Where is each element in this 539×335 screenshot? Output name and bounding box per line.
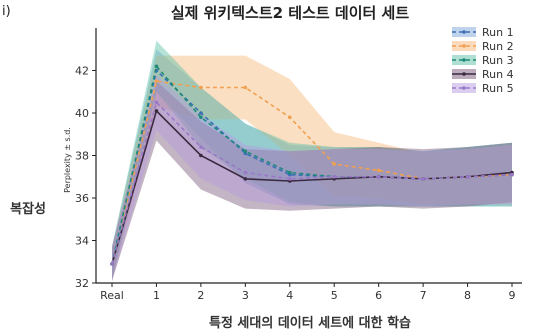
data-point-run-5 [465,174,470,179]
data-point-run-5 [110,262,114,266]
sd-band-run-4 [112,81,512,281]
data-point-run-3 [154,64,159,69]
legend-marker-run-5 [462,86,466,90]
sd-band-run-3 [112,40,512,281]
data-point-run-2 [199,85,203,90]
x-tick-label: 6 [375,289,382,302]
series-line-run-5 [111,100,513,265]
legend-marker-run-4 [462,72,466,76]
x-tick-label: 8 [464,289,471,302]
chart-title: 실제 위키텍스트2 테스트 데이터 세트 [171,4,410,22]
data-point-run-5 [376,174,381,179]
legend-marker-run-2 [462,44,466,48]
sd-band-run-5 [112,74,512,281]
x-tick-label: Real [100,289,124,302]
data-point-run-2 [376,168,381,173]
legend-label-run-1: Run 1 [482,26,514,39]
data-point-run-2 [243,85,248,90]
y-axis-label-small: Perplexity ± s.d. [63,127,72,193]
y-tick-label: 40 [75,107,89,120]
data-point-run-2 [332,162,337,166]
x-tick-label: 3 [242,289,249,302]
y-tick-label: 42 [75,65,89,78]
data-point-run-5 [199,145,203,149]
data-point-run-5 [243,170,248,175]
x-tick-label: 1 [153,289,160,302]
data-point-run-2 [287,115,292,120]
y-tick-label: 36 [75,192,89,205]
x-tick-label: 2 [197,289,204,302]
data-point-run-2 [154,79,159,83]
data-point-run-4 [243,177,248,181]
data-point-run-5 [287,177,292,181]
legend-label-run-3: Run 3 [482,54,514,67]
legend-label-run-5: Run 5 [482,82,514,95]
y-tick-label: 32 [75,277,89,290]
legend-marker-run-3 [462,58,466,62]
sd-band-run-1 [112,49,512,281]
data-point-run-4 [154,109,159,113]
legend-label-run-2: Run 2 [482,40,514,53]
data-point-run-5 [510,172,514,177]
series-line-run-4 [111,109,513,265]
sd-band-run-2 [112,55,512,281]
x-tick-label: 9 [509,289,516,302]
y-tick-label: 34 [75,235,89,248]
data-point-run-5 [332,174,337,179]
data-point-run-3 [287,170,292,175]
y-axis-label: 복잡성 [10,202,46,217]
panel-label: i) [2,4,11,19]
x-tick-label: 7 [420,289,427,302]
x-tick-label: 4 [286,289,293,302]
y-tick-label: 38 [75,150,89,163]
x-axis-label: 특정 세대의 데이터 세트에 대한 학습 [209,315,411,331]
data-point-run-4 [199,153,203,158]
legend-marker-run-1 [462,30,466,34]
sd-bands [112,40,512,281]
data-point-run-5 [154,100,159,105]
data-point-run-3 [243,149,248,154]
x-tick-label: 5 [331,289,338,302]
series-lines [110,64,514,266]
data-point-run-1 [199,111,203,115]
data-point-run-5 [421,177,425,181]
data-point-run-3 [199,115,203,120]
legend-label-run-4: Run 4 [482,68,514,81]
axes [92,28,522,287]
